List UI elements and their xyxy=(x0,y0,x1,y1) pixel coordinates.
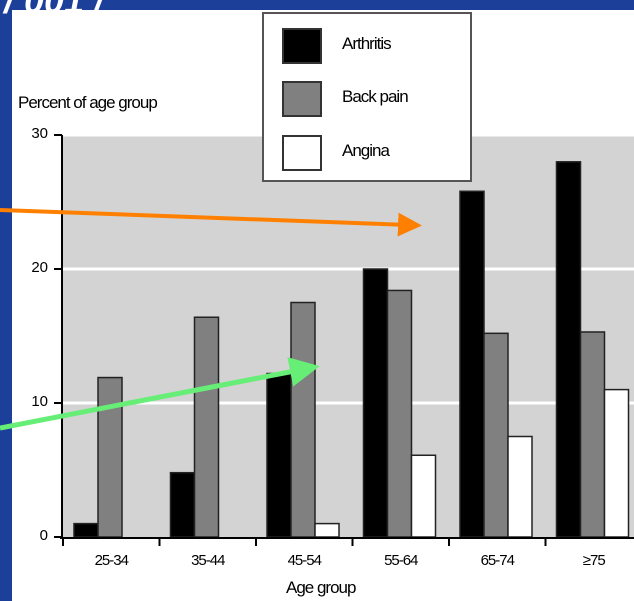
plot-background xyxy=(62,135,634,537)
bar-arthritis-4 xyxy=(459,190,485,538)
slide-side-band xyxy=(0,0,12,601)
slide-header-band xyxy=(0,0,634,10)
bar-arthritis-1 xyxy=(169,471,196,538)
axes xyxy=(54,134,634,546)
bar-back-pain-5 xyxy=(579,331,606,538)
bar-back-pain-1 xyxy=(193,316,220,538)
bars xyxy=(73,161,630,538)
bar-arthritis-5 xyxy=(555,161,582,538)
green-arrow xyxy=(0,357,320,431)
x-tick-label-2: 45-54 xyxy=(287,552,322,569)
x-tick-label-1: 35-44 xyxy=(191,552,225,569)
y-tick-label-30: 30 xyxy=(31,125,48,142)
y-tick-label-10: 10 xyxy=(31,393,48,410)
legend-label-angina: Angina xyxy=(342,141,390,160)
legend-label-arthritis: Arthritis xyxy=(342,34,392,53)
bar-arthritis-3 xyxy=(362,268,389,538)
legend-item-back-pain: Back pain xyxy=(282,81,467,119)
bar-arthritis-0 xyxy=(73,522,99,538)
legend-label-back-pain: Back pain xyxy=(342,87,409,106)
x-tick-label-0: 25-34 xyxy=(94,552,129,569)
bar-back-pain-0 xyxy=(97,376,123,538)
bar-angina-2 xyxy=(314,522,340,538)
x-tick-label-5: ≥75 xyxy=(582,552,606,569)
bar-back-pain-2 xyxy=(290,301,316,538)
legend-swatch-back-pain xyxy=(282,81,322,117)
legend-item-arthritis: Arthritis xyxy=(282,28,467,66)
slide-title-fragment: / 001 / xyxy=(4,0,105,21)
plot-area xyxy=(62,135,634,537)
x-axis-label: Age group xyxy=(286,578,356,597)
bar-back-pain-3 xyxy=(386,289,413,538)
legend-swatch-arthritis xyxy=(282,28,322,64)
y-tick-label-20: 20 xyxy=(31,259,48,276)
legend-item-angina: Angina xyxy=(282,135,467,173)
x-tick-label-3: 55-64 xyxy=(384,552,418,569)
bar-angina-5 xyxy=(603,388,630,538)
bar-angina-4 xyxy=(507,435,533,538)
y-axis-label: Percent of age group xyxy=(18,93,158,112)
y-tick-label-0: 0 xyxy=(39,527,48,544)
x-tick-label-4: 65-74 xyxy=(480,552,515,569)
legend: Arthritis Back pain Angina xyxy=(262,12,472,182)
orange-arrow xyxy=(0,208,422,237)
bar-angina-3 xyxy=(410,454,437,538)
bar-arthritis-2 xyxy=(266,372,292,538)
annotation-arrows xyxy=(0,208,422,431)
legend-swatch-angina xyxy=(282,135,322,171)
bar-back-pain-4 xyxy=(483,332,509,538)
